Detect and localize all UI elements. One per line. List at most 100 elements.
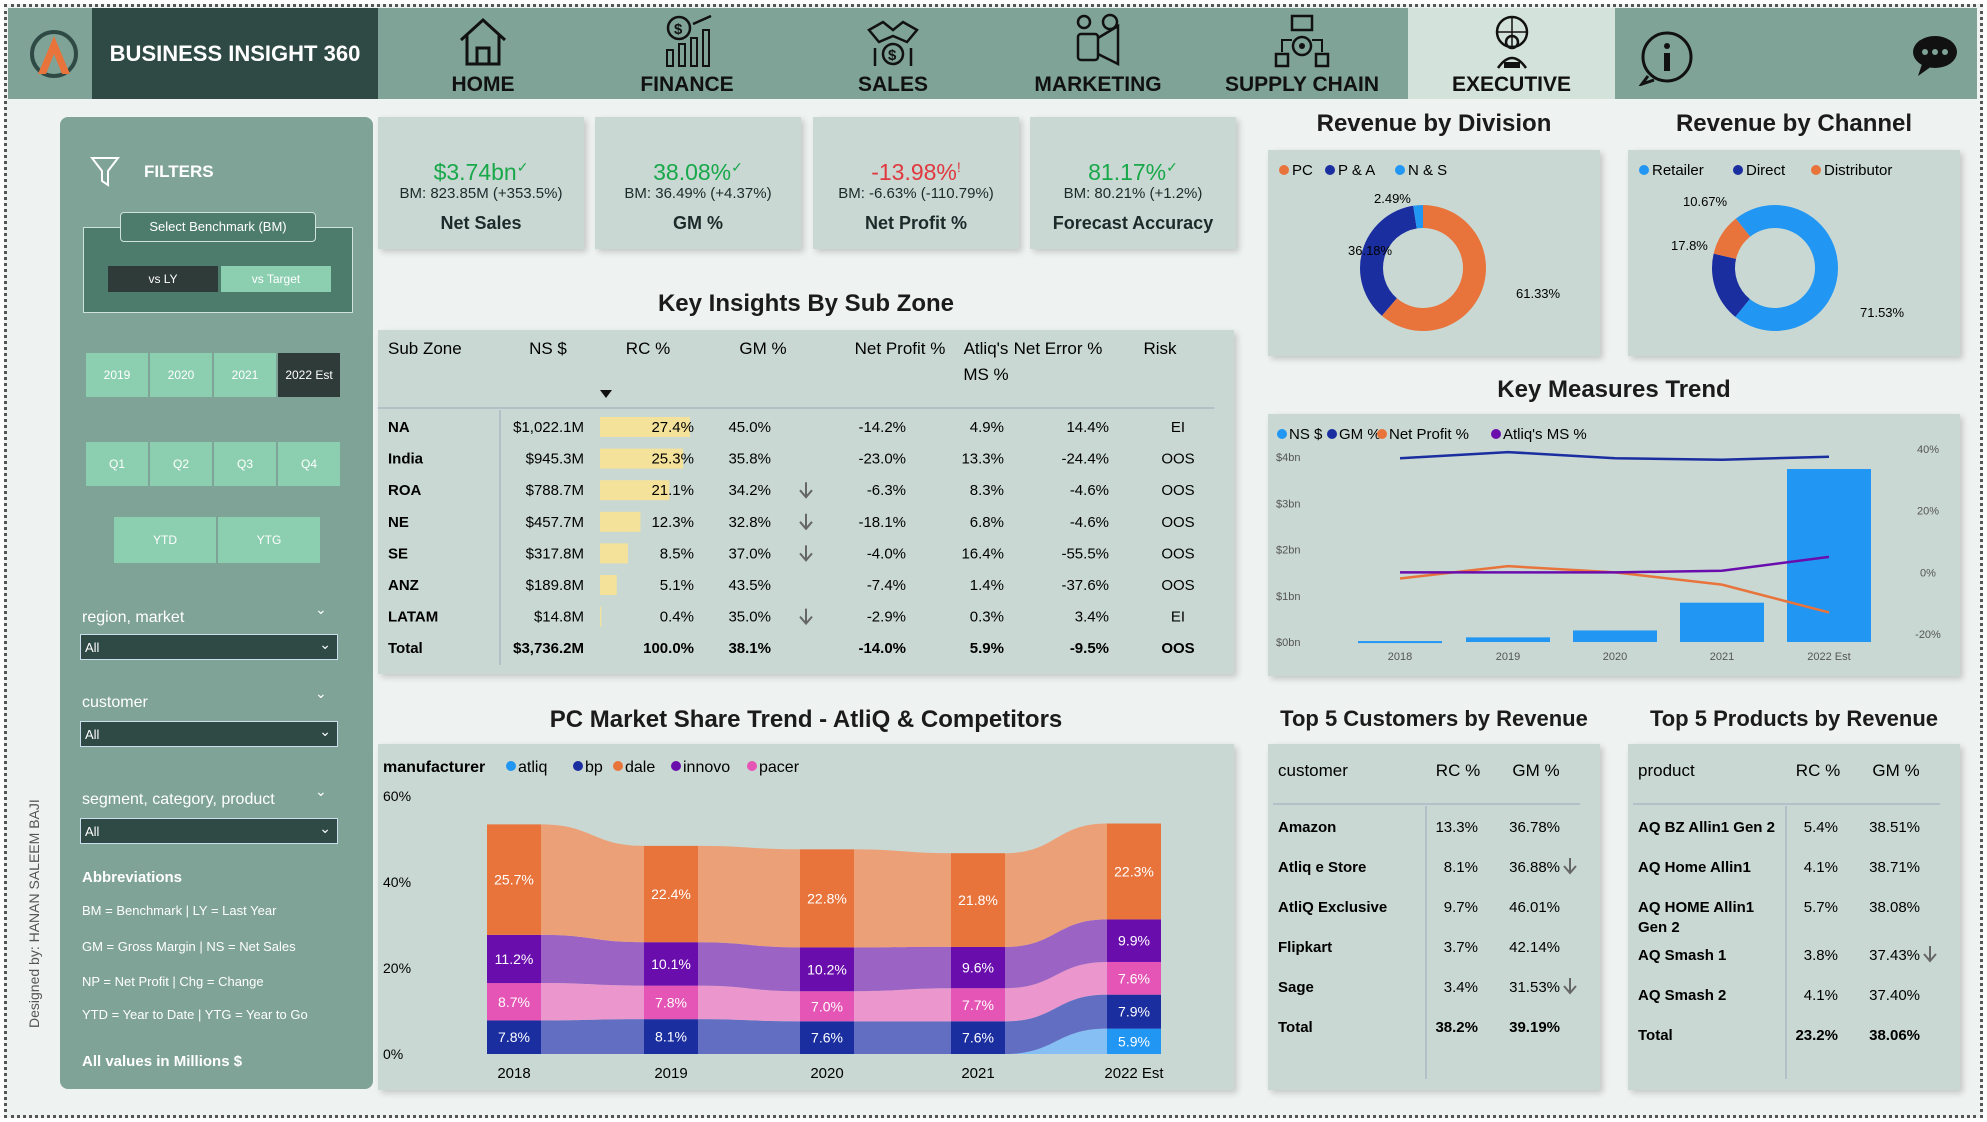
- quarter-button-q3[interactable]: Q3: [214, 442, 276, 486]
- info-icon[interactable]: [1637, 28, 1696, 91]
- bar-segment-innovo[interactable]: [800, 947, 854, 992]
- quarter-button-q2[interactable]: Q2: [150, 442, 212, 486]
- gm-line[interactable]: [1399, 450, 1830, 462]
- table-cell: 35.0%: [728, 609, 771, 626]
- year-button-2022-est[interactable]: 2022 Est: [278, 353, 340, 397]
- app-title: BUSINESS INSIGHT 360: [92, 8, 378, 99]
- ribbon-bp: [1005, 994, 1107, 1054]
- benchmark-vs-ly-button[interactable]: vs LY: [108, 266, 218, 292]
- check-icon: ✓: [1166, 159, 1178, 175]
- segment-label: 10.1%: [651, 956, 691, 972]
- bar-segment-bp[interactable]: [951, 1021, 1005, 1054]
- column-header[interactable]: RC %: [1436, 761, 1480, 780]
- ns-bar[interactable]: [1787, 469, 1871, 642]
- donut-slice[interactable]: [1712, 253, 1750, 317]
- segment-select[interactable]: All ⌄: [80, 818, 338, 844]
- bar-segment-dale[interactable]: [1107, 823, 1161, 920]
- segment-expand-icon[interactable]: ⌄: [315, 783, 327, 799]
- column-header[interactable]: NS $: [529, 339, 567, 358]
- nav-home[interactable]: HOME: [383, 8, 583, 99]
- table-cell: 37.43%: [1869, 947, 1920, 964]
- year-button-2019[interactable]: 2019: [86, 353, 148, 397]
- ytg-button[interactable]: YTG: [218, 517, 320, 563]
- customer-expand-icon[interactable]: ⌄: [315, 685, 327, 701]
- bar-segment-atliq[interactable]: [1107, 1028, 1161, 1054]
- kpi-label: Net Profit %: [864, 213, 967, 233]
- column-header[interactable]: GM %: [1512, 761, 1559, 780]
- donut-slice[interactable]: [1381, 205, 1486, 331]
- column-header[interactable]: RC %: [1796, 761, 1840, 780]
- table-cell: -14.2%: [858, 419, 906, 436]
- bar-segment-innovo[interactable]: [1107, 919, 1161, 962]
- table-cell: -18.1%: [858, 514, 906, 531]
- bar-segment-dale[interactable]: [487, 824, 541, 935]
- ytd-button[interactable]: YTD: [114, 517, 216, 563]
- nav-supply-chain[interactable]: SUPPLY CHAIN: [1202, 8, 1402, 99]
- benchmark-vs-target-button[interactable]: vs Target: [221, 266, 331, 292]
- row-label: Atliq e Store: [1278, 859, 1366, 876]
- column-header[interactable]: Risk: [1143, 339, 1177, 358]
- bar-segment-dale[interactable]: [800, 849, 854, 948]
- nav-executive[interactable]: EXECUTIVE: [1408, 8, 1615, 99]
- column-header[interactable]: Sub Zone: [388, 339, 462, 358]
- year-button-2021[interactable]: 2021: [214, 353, 276, 397]
- region-select[interactable]: All ⌄: [80, 634, 338, 660]
- chat-support-icon[interactable]: [1908, 30, 1962, 85]
- ns-bar[interactable]: [1680, 602, 1764, 642]
- donut-slice[interactable]: [1413, 205, 1423, 229]
- bar-segment-pacer[interactable]: [951, 988, 1005, 1022]
- sort-desc-icon[interactable]: [600, 390, 612, 398]
- ns-bar[interactable]: [1573, 630, 1657, 642]
- table-cell: 3.7%: [1444, 939, 1478, 956]
- column-header[interactable]: Net Error %: [1014, 339, 1103, 358]
- ribbon-bp: [541, 1019, 644, 1054]
- table-cell: -2.9%: [867, 609, 906, 626]
- bar-segment-innovo[interactable]: [487, 934, 541, 984]
- bar-segment-bp[interactable]: [487, 1020, 541, 1054]
- quarter-button-q4[interactable]: Q4: [278, 442, 340, 486]
- channel-donut-chart: Retailer Direct Distributor 71.53% 17.8% 10.6…: [1639, 162, 1905, 331]
- bar-segment-bp[interactable]: [800, 1021, 854, 1054]
- year-button-2020[interactable]: 2020: [150, 353, 212, 397]
- nav-finance[interactable]: $ FINANCE: [587, 8, 787, 99]
- donut-slice[interactable]: [1360, 205, 1417, 316]
- column-header[interactable]: MS %: [963, 365, 1008, 384]
- rc-data-bar: [600, 480, 670, 501]
- customer-select[interactable]: All ⌄: [80, 721, 338, 747]
- market-share-line[interactable]: [1400, 555, 1830, 574]
- quarter-button-q1[interactable]: Q1: [86, 442, 148, 486]
- column-header[interactable]: customer: [1278, 761, 1348, 780]
- bar-segment-pacer[interactable]: [644, 985, 698, 1020]
- donut-slice[interactable]: [1713, 218, 1751, 259]
- bar-segment-bp[interactable]: [644, 1019, 698, 1054]
- column-header[interactable]: product: [1638, 761, 1695, 780]
- ns-bar[interactable]: [1358, 641, 1442, 644]
- column-header[interactable]: Atliq's: [964, 339, 1009, 358]
- nav-sales[interactable]: $ SALES: [793, 8, 993, 99]
- bar-segment-pacer[interactable]: [1107, 961, 1161, 995]
- ribbon-pacer: [698, 985, 800, 1022]
- segment-label: 7.6%: [1118, 970, 1150, 986]
- nav-marketing[interactable]: MARKETING: [998, 8, 1198, 99]
- top-products-title: Top 5 Products by Revenue: [1649, 706, 1939, 731]
- bar-segment-innovo[interactable]: [951, 946, 1005, 989]
- bar-segment-dale[interactable]: [644, 845, 698, 943]
- bar-segment-bp[interactable]: [1107, 994, 1161, 1029]
- table-cell: $457.7M: [526, 514, 584, 531]
- bar-segment-pacer[interactable]: [487, 983, 541, 1021]
- table-cell: 13.3%: [1435, 819, 1478, 836]
- total-cell: 38.2%: [1435, 1019, 1478, 1036]
- table-cell: 6.8%: [970, 514, 1004, 531]
- column-header[interactable]: Net Profit %: [855, 339, 946, 358]
- column-header[interactable]: GM %: [739, 339, 786, 358]
- column-header[interactable]: RC %: [626, 339, 670, 358]
- down-arrow-icon: [1563, 978, 1577, 995]
- ns-bar[interactable]: [1466, 637, 1550, 642]
- donut-slice[interactable]: [1735, 205, 1838, 331]
- bar-segment-dale[interactable]: [951, 853, 1005, 947]
- column-header[interactable]: GM %: [1872, 761, 1919, 780]
- region-expand-icon[interactable]: ⌄: [315, 601, 327, 617]
- bar-segment-pacer[interactable]: [800, 991, 854, 1022]
- y2-tick-label: 0%: [1920, 567, 1936, 579]
- bar-segment-innovo[interactable]: [644, 942, 698, 986]
